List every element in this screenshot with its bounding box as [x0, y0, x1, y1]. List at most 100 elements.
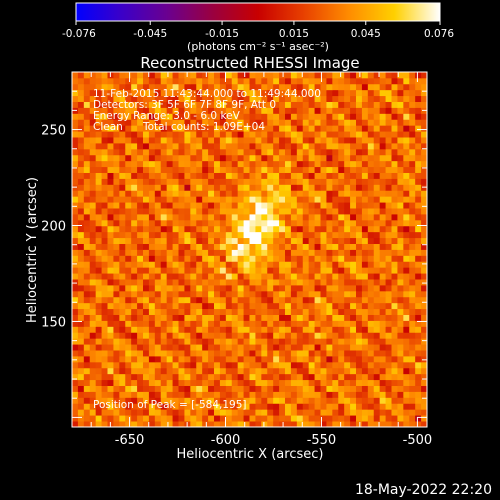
heatmap-cell — [367, 249, 375, 256]
heatmap-cell — [290, 367, 298, 375]
heatmap-cell — [166, 409, 173, 416]
heatmap-cell — [285, 196, 292, 203]
heatmap-cell — [125, 231, 132, 239]
heatmap-cell — [285, 267, 292, 274]
heatmap-cell — [255, 320, 262, 327]
heatmap-cell — [72, 154, 79, 162]
heatmap-cell — [350, 326, 357, 333]
heatmap-cell — [83, 208, 91, 215]
heatmap-cell — [190, 125, 197, 132]
heatmap-cell — [225, 225, 233, 233]
heatmap-cell — [178, 409, 185, 416]
heatmap-cell — [101, 125, 108, 132]
heatmap-cell — [137, 296, 144, 304]
heatmap-cell — [403, 166, 410, 173]
heatmap-cell — [255, 255, 262, 262]
heatmap-cell — [137, 403, 144, 410]
heatmap-cell — [113, 385, 120, 392]
heatmap-cell — [107, 196, 114, 203]
heatmap-cell — [214, 338, 221, 345]
heatmap-cell — [367, 225, 375, 233]
heatmap-cell — [125, 326, 132, 333]
heatmap-cell — [219, 154, 227, 162]
heatmap-cell — [231, 332, 239, 339]
heatmap-cell — [148, 160, 156, 168]
heatmap-cell — [314, 314, 321, 321]
heatmap-cell — [107, 279, 114, 286]
heatmap-cell — [409, 332, 416, 339]
heatmap-cell — [421, 290, 428, 298]
heatmap-cell — [72, 219, 79, 227]
heatmap-cell — [255, 344, 262, 351]
heatmap-cell — [89, 202, 97, 209]
heatmap-cell — [361, 255, 369, 262]
heatmap-cell — [415, 249, 422, 256]
heatmap-cell — [373, 225, 381, 233]
heatmap-cell — [296, 219, 304, 227]
heatmap-cell — [403, 95, 410, 102]
heatmap-cell — [83, 231, 91, 239]
heatmap-cell — [202, 107, 209, 114]
heatmap-cell — [385, 415, 392, 422]
heatmap-cell — [279, 95, 286, 102]
heatmap-cell — [350, 249, 357, 256]
heatmap-cell — [131, 403, 138, 410]
heatmap-cell — [89, 225, 97, 233]
heatmap-cell — [172, 172, 179, 179]
heatmap-cell — [107, 148, 114, 156]
heatmap-cell — [113, 89, 120, 97]
heatmap-cell — [373, 285, 381, 292]
heatmap-cell — [172, 356, 179, 363]
heatmap-cell — [225, 119, 233, 126]
heatmap-cell — [261, 285, 268, 292]
heatmap-cell — [308, 143, 315, 150]
heatmap-cell — [89, 320, 97, 327]
heatmap-cell — [308, 255, 315, 262]
heatmap-cell — [385, 72, 392, 79]
heatmap-cell — [326, 273, 333, 280]
heatmap-cell — [208, 320, 215, 327]
heatmap-cell — [219, 391, 227, 398]
heatmap-cell — [72, 237, 79, 244]
chart-title: Reconstructed RHESSI Image — [140, 54, 359, 72]
heatmap-cell — [279, 326, 286, 333]
heatmap-cell — [314, 285, 321, 292]
heatmap-cell — [308, 202, 315, 209]
heatmap-cell — [379, 166, 386, 173]
heatmap-cell — [95, 261, 102, 268]
heatmap-cell — [285, 338, 292, 345]
heatmap-cell — [255, 356, 262, 363]
heatmap-cell — [367, 119, 375, 126]
heatmap-cell — [391, 285, 398, 292]
heatmap-cell — [379, 296, 386, 304]
heatmap-cell — [143, 219, 150, 227]
heatmap-cell — [367, 83, 375, 91]
heatmap-cell — [249, 202, 256, 209]
heatmap-cell — [332, 137, 339, 144]
heatmap-cell — [143, 379, 150, 386]
heatmap-cell — [302, 290, 310, 298]
heatmap-cell — [415, 107, 422, 114]
heatmap-cell — [89, 214, 97, 221]
heatmap-cell — [361, 184, 369, 191]
heatmap-cell — [344, 279, 351, 286]
heatmap-cell — [72, 243, 79, 250]
heatmap-cell — [214, 302, 221, 310]
heatmap-cell — [225, 113, 233, 120]
heatmap-cell — [356, 415, 363, 422]
heatmap-cell — [296, 184, 304, 191]
heatmap-cell — [119, 143, 126, 150]
heatmap-cell — [279, 137, 286, 144]
heatmap-cell — [249, 350, 256, 357]
axis-tick-label: -500 — [403, 433, 433, 448]
heatmap-cell — [89, 89, 97, 97]
heatmap-cell — [172, 154, 179, 162]
heatmap-cell — [326, 125, 333, 132]
heatmap-cell — [190, 338, 197, 345]
heatmap-cell — [302, 190, 310, 197]
heatmap-cell — [184, 409, 191, 416]
heatmap-cell — [273, 350, 280, 357]
heatmap-cell — [72, 290, 79, 298]
heatmap-cell — [350, 314, 357, 321]
heatmap-cell — [231, 219, 239, 227]
